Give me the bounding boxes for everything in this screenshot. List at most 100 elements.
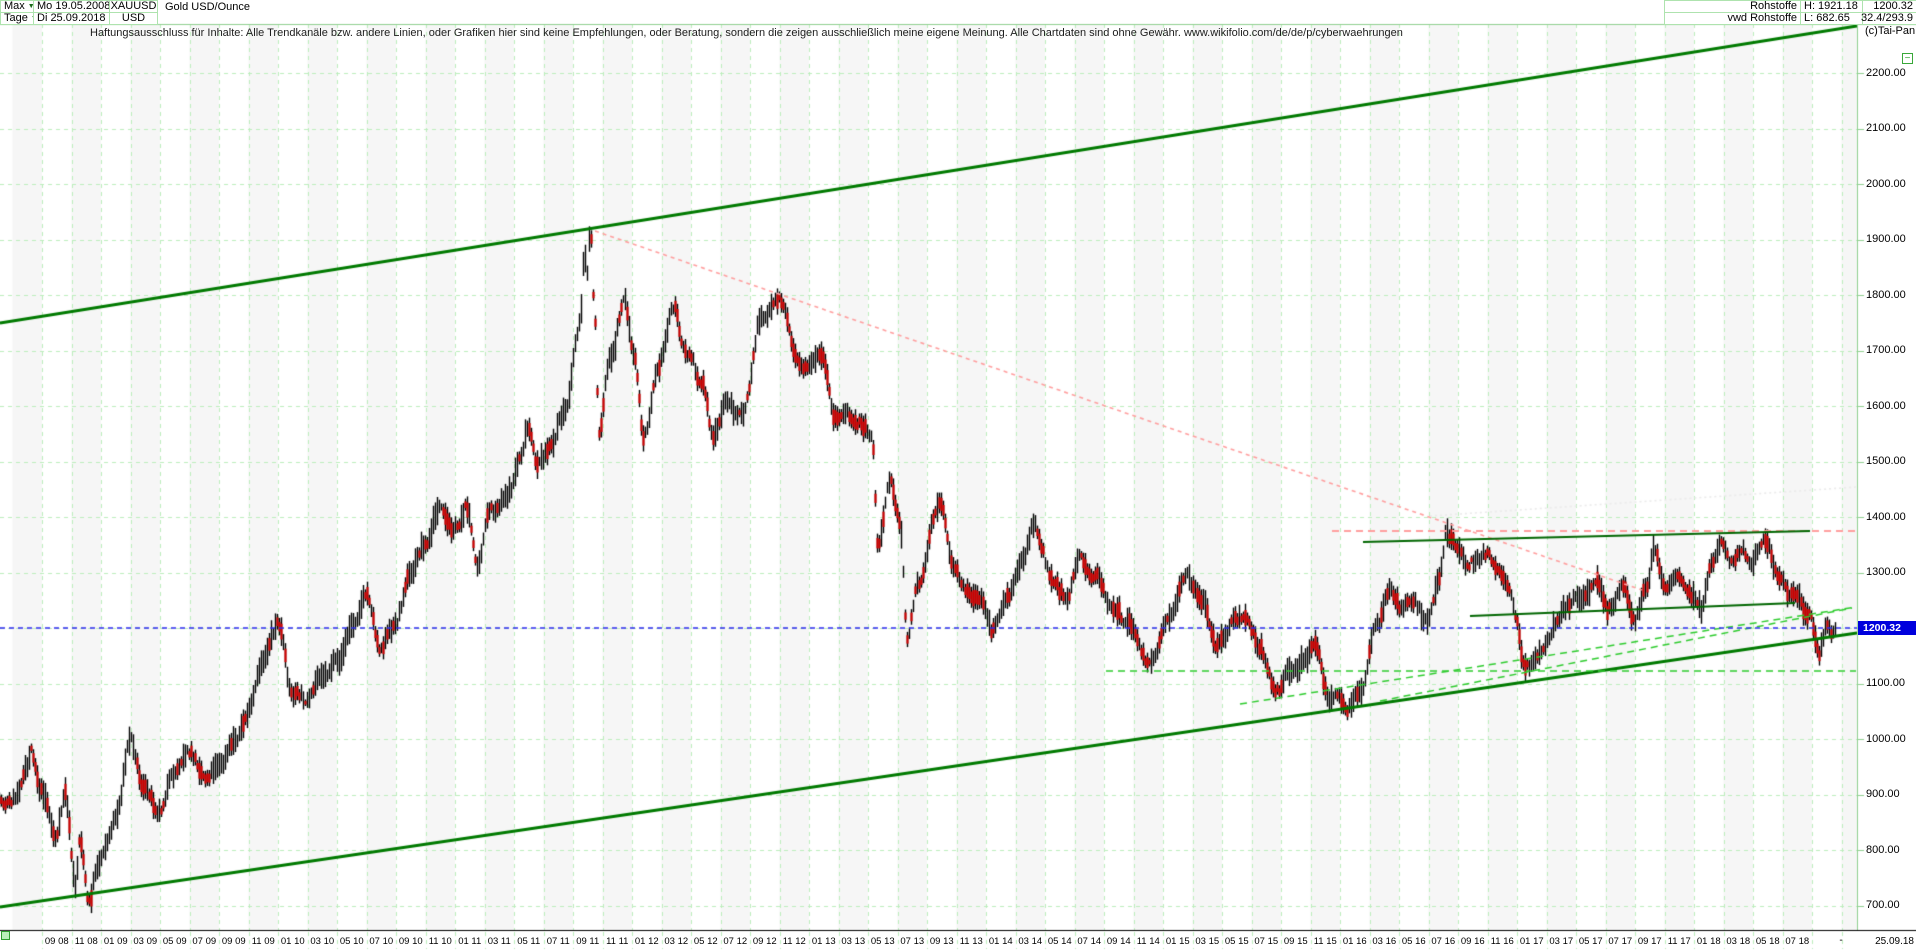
x-axis-label: 01 16 — [1342, 936, 1367, 947]
last-price-value: 1200.32 — [1873, 0, 1913, 12]
change-cell: 32.4/293.9 — [1861, 12, 1916, 25]
high-value: H: 1921.18 — [1804, 0, 1858, 12]
x-axis-label: 01 15 — [1165, 936, 1190, 947]
x-axis-label: 05 18 — [1755, 936, 1780, 947]
x-axis-label: 03 11 — [487, 936, 511, 947]
x-axis-label: 11 16 — [1490, 936, 1514, 947]
x-axis-label: 09 11 — [576, 936, 600, 947]
y-axis-label: 1100.00 — [1866, 677, 1905, 690]
x-axis-label: 01 11 — [458, 936, 482, 947]
x-axis-label: 01 14 — [988, 936, 1013, 947]
x-axis-label: 03 14 — [1018, 936, 1043, 947]
y-axis-label: 900.00 — [1866, 788, 1900, 801]
current-price-text: 1200.32 — [1863, 622, 1901, 634]
x-axis-label: 09 17 — [1637, 936, 1662, 947]
x-axis-label: 07 11 — [546, 936, 570, 947]
x-axis-label: 05 15 — [1224, 936, 1249, 947]
x-axis-label: 05 13 — [870, 936, 895, 947]
x-axis-label: 11 11 — [606, 936, 629, 947]
copyright: (c)Tai-Pan — [1862, 25, 1916, 38]
x-axis-label: 01 13 — [811, 936, 836, 947]
x-axis-label: 07 18 — [1785, 936, 1810, 947]
category-label: Rohstoffe — [1750, 0, 1797, 12]
y-axis-label: 2000.00 — [1866, 177, 1906, 190]
instrument-title: Gold USD/Ounce — [162, 1, 322, 13]
x-axis-label: 07 17 — [1608, 936, 1633, 947]
copyright-text: (c)Tai-Pan — [1865, 25, 1916, 37]
x-axis-label: 01 10 — [280, 936, 305, 947]
change-value: 32.4/293.9 — [1861, 12, 1913, 24]
x-axis-label: 11 09 — [251, 936, 275, 947]
x-axis-label: 03 18 — [1726, 936, 1751, 947]
x-axis-label: 03 09 — [133, 936, 158, 947]
y-axis-label: 2100.00 — [1866, 122, 1906, 134]
chevron-down-icon: ▼ — [27, 3, 35, 10]
x-axis-label: 05 17 — [1578, 936, 1603, 947]
x-axis-label: 11 12 — [782, 936, 806, 947]
y-axis-label: 1700.00 — [1866, 344, 1906, 357]
x-axis-label: 09 10 — [398, 936, 423, 947]
x-axis-label: 05 10 — [339, 936, 364, 947]
period-selector[interactable]: Tage ▼ — [0, 12, 38, 25]
x-axis-label: 09 15 — [1283, 936, 1308, 947]
x-axis-label: 03 12 — [664, 936, 689, 947]
x-axis-label: 07 12 — [723, 936, 748, 947]
low-cell: L: 682.65 — [1800, 12, 1863, 25]
x-axis-label: 01 12 — [634, 936, 659, 947]
x-axis-label: 05 12 — [693, 936, 718, 947]
y-axis-label: 1600.00 — [1866, 399, 1906, 412]
range-selector-label: Max — [4, 0, 25, 12]
x-axis-gap-label: - — [1839, 935, 1843, 946]
x-axis-label: 11 08 — [74, 936, 98, 947]
y-axis-label: 1300.00 — [1866, 566, 1906, 579]
x-axis-label: 03 16 — [1372, 936, 1397, 947]
x-axis-label: 11 14 — [1136, 936, 1160, 947]
x-axis-label: 03 15 — [1195, 936, 1220, 947]
x-axis-label: 05 14 — [1047, 936, 1072, 947]
resize-corner-icon — [1, 931, 10, 940]
period-selector-label: Tage — [4, 12, 28, 24]
y-axis-label: 1900.00 — [1866, 233, 1906, 246]
y-axis-label: 1400.00 — [1866, 510, 1906, 523]
currency-value: USD — [121, 12, 146, 24]
x-axis-label: 11 10 — [428, 936, 452, 947]
provider-label: vwd Rohstoffe — [1727, 12, 1797, 24]
x-axis-label: 07 10 — [369, 936, 394, 947]
collapse-icon[interactable]: − — [1902, 53, 1913, 64]
end-date-field[interactable]: Di 25.09.2018 — [33, 12, 110, 25]
end-date-value: Di 25.09.2018 — [37, 12, 106, 24]
symbol-value: XAUUSD — [110, 0, 157, 12]
disclaimer-text: Haftungsausschluss für Inhalte: Alle Tre… — [90, 27, 1403, 39]
y-axis-label: 2200.00 — [1866, 66, 1906, 79]
x-axis-label: 07 16 — [1431, 936, 1456, 947]
x-axis-label: 05 11 — [517, 936, 541, 947]
instrument-name: Gold USD/Ounce — [165, 0, 250, 13]
y-axis-label: 1800.00 — [1866, 288, 1906, 301]
x-axis-label: 09 14 — [1106, 936, 1131, 947]
x-axis-label: 11 15 — [1313, 936, 1337, 947]
y-axis-label: 700.00 — [1866, 899, 1900, 912]
current-price-marker: 1200.32 — [1858, 621, 1916, 635]
x-axis-label: 03 13 — [841, 936, 866, 947]
x-axis-label: 07 09 — [192, 936, 217, 947]
x-axis-label: 03 10 — [310, 936, 335, 947]
x-axis-label: 07 14 — [1077, 936, 1102, 947]
x-axis-label: 01 17 — [1519, 936, 1544, 947]
x-axis-label: 05 09 — [162, 936, 187, 947]
x-axis-label: 01 18 — [1696, 936, 1721, 947]
currency-field: USD — [109, 12, 158, 25]
y-axis-label: 800.00 — [1866, 843, 1900, 856]
x-axis-label: 07 13 — [900, 936, 925, 947]
y-axis-label: 1500.00 — [1866, 455, 1906, 468]
x-axis-label: 09 12 — [752, 936, 777, 947]
x-axis-label: 03 17 — [1549, 936, 1574, 947]
x-axis-label: 11 13 — [959, 936, 983, 947]
x-axis-label: 09 16 — [1460, 936, 1485, 947]
x-axis-label: 01 09 — [103, 936, 128, 947]
provider-cell: vwd Rohstoffe — [1664, 12, 1801, 25]
x-axis-label: 07 15 — [1254, 936, 1279, 947]
y-axis-label: 1000.00 — [1866, 732, 1906, 745]
x-axis-label: 09 13 — [929, 936, 954, 947]
